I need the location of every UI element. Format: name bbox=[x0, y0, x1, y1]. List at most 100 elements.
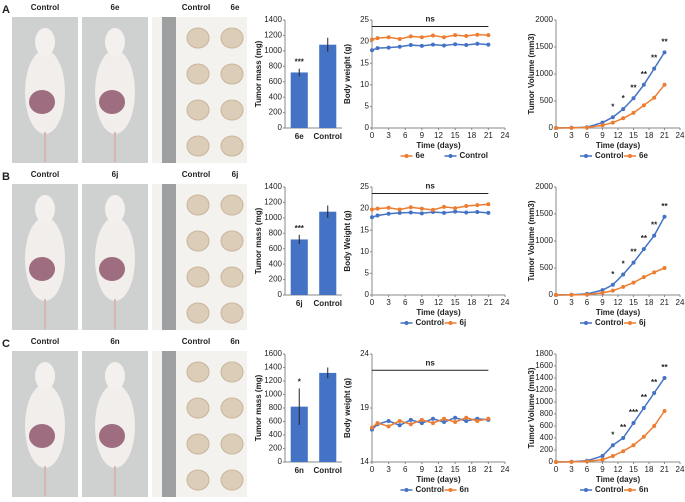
excised-tumor bbox=[220, 135, 244, 157]
data-point bbox=[475, 203, 480, 208]
y-tick-label: 0 bbox=[278, 290, 283, 299]
data-point bbox=[386, 35, 391, 40]
x-tick-label: 24 bbox=[676, 131, 685, 140]
data-point bbox=[610, 115, 615, 120]
x-tick-label: 15 bbox=[629, 298, 638, 307]
y-tick-label: 1600 bbox=[264, 349, 282, 358]
excised-tumor bbox=[220, 397, 244, 419]
data-point bbox=[397, 210, 402, 215]
legend-label: 6j bbox=[460, 318, 467, 327]
y-axis-label: Tumor mass (mg) bbox=[254, 40, 263, 107]
excised-tumor bbox=[186, 397, 210, 419]
y-tick-label: 15 bbox=[360, 225, 369, 234]
panel-letter: C bbox=[2, 338, 10, 350]
data-point bbox=[370, 425, 374, 430]
data-point bbox=[475, 418, 480, 423]
data-point bbox=[430, 33, 435, 38]
excised-tumor bbox=[220, 361, 244, 383]
x-tick-label: 15 bbox=[451, 298, 460, 307]
mouse-head bbox=[35, 362, 55, 390]
x-tick-label: 9 bbox=[600, 131, 605, 140]
photo-label: Control bbox=[31, 337, 59, 346]
y-tick-label: 1000 bbox=[264, 46, 282, 55]
photo-label: 6e bbox=[111, 3, 120, 12]
x-axis-label: Time (days) bbox=[596, 475, 641, 484]
panel-letter: B bbox=[2, 171, 10, 183]
x-tick-label: 21 bbox=[484, 298, 493, 307]
data-point bbox=[641, 247, 646, 252]
x-tick-label: 9 bbox=[600, 465, 605, 474]
excised-tumor bbox=[186, 99, 210, 121]
mouse-head bbox=[105, 195, 125, 223]
legend-label: Control bbox=[595, 151, 623, 160]
y-tick-label: 800 bbox=[269, 228, 283, 237]
tumor bbox=[99, 257, 125, 281]
data-point bbox=[397, 423, 402, 428]
y-tick-label: 1000 bbox=[535, 69, 553, 78]
x-tick-label: 12 bbox=[614, 131, 623, 140]
data-point bbox=[662, 50, 667, 55]
data-point bbox=[419, 35, 424, 40]
significance: * bbox=[298, 378, 302, 387]
data-point bbox=[453, 42, 458, 47]
x-tick-label: 0 bbox=[370, 465, 375, 474]
y-tick-label: 1500 bbox=[535, 209, 553, 218]
data-point bbox=[621, 116, 626, 121]
data-point bbox=[386, 418, 391, 423]
data-point bbox=[600, 457, 605, 462]
excised-tumor bbox=[186, 361, 210, 383]
data-point bbox=[430, 207, 435, 212]
legend-marker bbox=[584, 488, 588, 492]
y-tick-label: 400 bbox=[269, 430, 283, 439]
data-point bbox=[585, 125, 589, 130]
y-tick-label: 1400 bbox=[535, 373, 553, 382]
x-tick-label: 15 bbox=[629, 131, 638, 140]
y-tick-label: 1200 bbox=[264, 198, 282, 207]
legend-marker bbox=[448, 488, 453, 492]
series-line bbox=[555, 410, 666, 463]
y-tick-label: 25 bbox=[360, 15, 369, 24]
data-point bbox=[621, 107, 626, 112]
x-tick-label: 15 bbox=[629, 465, 638, 474]
data-point bbox=[408, 43, 413, 48]
y-tick-label: 20 bbox=[360, 204, 369, 213]
significance: ** bbox=[641, 70, 648, 79]
y-tick-label: 1400 bbox=[264, 182, 282, 191]
x-tick-label: 18 bbox=[645, 131, 654, 140]
data-point bbox=[442, 210, 447, 215]
significance: ** bbox=[630, 83, 637, 92]
data-point bbox=[419, 43, 424, 48]
data-point bbox=[631, 421, 636, 425]
data-point bbox=[569, 125, 574, 130]
x-tick-label: 3 bbox=[386, 298, 391, 307]
legend-label: Control bbox=[595, 485, 623, 494]
data-point bbox=[641, 434, 646, 439]
annotation: ns bbox=[426, 358, 436, 367]
x-tick-label: 15 bbox=[451, 465, 460, 474]
photo-label: Control bbox=[31, 170, 59, 179]
data-point bbox=[621, 272, 626, 277]
excised-tumor bbox=[220, 99, 244, 121]
data-point bbox=[585, 292, 589, 297]
data-point bbox=[652, 424, 657, 428]
mouse-head bbox=[35, 28, 55, 56]
data-point bbox=[610, 120, 615, 125]
y-tick-label: 600 bbox=[540, 421, 554, 430]
legend-label: Control bbox=[416, 318, 444, 327]
series-line bbox=[555, 377, 666, 463]
mouse-head bbox=[105, 362, 125, 390]
y-axis-label: Body Weight (g) bbox=[343, 210, 352, 272]
y-tick-label: 2000 bbox=[535, 15, 553, 24]
data-point bbox=[464, 210, 469, 215]
mouse-head bbox=[105, 28, 125, 56]
y-tick-label: 19 bbox=[360, 403, 369, 412]
excised-tumor bbox=[220, 27, 244, 49]
data-point bbox=[662, 214, 667, 219]
y-tick-label: 200 bbox=[269, 444, 283, 453]
significance: ** bbox=[651, 378, 658, 387]
x-tick-label: 6 bbox=[403, 131, 408, 140]
data-point bbox=[662, 266, 667, 270]
significance: ** bbox=[661, 363, 668, 372]
photo-label: Control bbox=[31, 3, 59, 12]
x-tick-label: 9 bbox=[420, 298, 425, 307]
